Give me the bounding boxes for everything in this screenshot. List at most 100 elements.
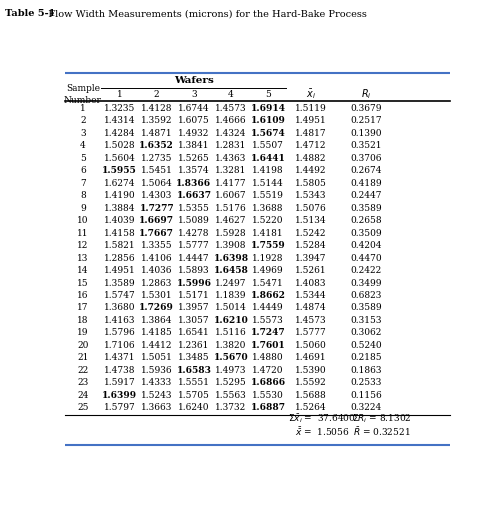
Text: 1.6398: 1.6398: [213, 253, 248, 263]
Text: 1.5295: 1.5295: [215, 378, 246, 387]
Text: 1.5996: 1.5996: [176, 279, 211, 287]
Text: 1.5796: 1.5796: [104, 328, 135, 338]
Text: 25: 25: [77, 403, 88, 412]
Text: Wafers: Wafers: [173, 76, 213, 85]
Text: 5: 5: [80, 154, 86, 163]
Text: 1.4871: 1.4871: [141, 129, 172, 138]
Text: 1.3680: 1.3680: [104, 304, 135, 312]
Text: 1.4303: 1.4303: [141, 191, 172, 200]
Text: 0.2422: 0.2422: [350, 266, 381, 275]
Text: 20: 20: [77, 341, 88, 350]
Text: 1.4817: 1.4817: [295, 129, 326, 138]
Text: 1.5928: 1.5928: [215, 229, 246, 238]
Text: 1.3589: 1.3589: [104, 279, 135, 287]
Text: 1.3841: 1.3841: [178, 142, 209, 150]
Text: 3: 3: [191, 90, 196, 99]
Text: 1: 1: [116, 90, 122, 99]
Text: 1.4880: 1.4880: [252, 353, 283, 362]
Text: 19: 19: [77, 328, 88, 338]
Text: 1.4158: 1.4158: [104, 229, 135, 238]
Text: 1.4738: 1.4738: [104, 366, 135, 375]
Text: 1.6240: 1.6240: [178, 403, 209, 412]
Text: 1.3592: 1.3592: [141, 116, 172, 126]
Text: 1.6866: 1.6866: [250, 378, 285, 387]
Text: 1.4951: 1.4951: [294, 116, 326, 126]
Text: 1.3688: 1.3688: [252, 204, 283, 213]
Text: 0.3589: 0.3589: [350, 304, 381, 312]
Text: 1.8662: 1.8662: [250, 291, 285, 300]
Text: 1.5451: 1.5451: [140, 166, 172, 175]
Text: 18: 18: [77, 316, 88, 325]
Text: 1.4449: 1.4449: [252, 304, 283, 312]
Text: 1.4163: 1.4163: [104, 316, 135, 325]
Text: 1.4932: 1.4932: [178, 129, 209, 138]
Text: 1.3355: 1.3355: [141, 241, 172, 250]
Text: 1.4874: 1.4874: [295, 304, 326, 312]
Text: 0.2674: 0.2674: [350, 166, 381, 175]
Text: 1.5028: 1.5028: [104, 142, 135, 150]
Text: 1.6697: 1.6697: [139, 216, 174, 225]
Text: 15: 15: [77, 279, 88, 287]
Text: 0.2185: 0.2185: [350, 353, 381, 362]
Text: 1.5176: 1.5176: [215, 204, 246, 213]
Text: 1.5171: 1.5171: [178, 291, 209, 300]
Text: 1.4447: 1.4447: [178, 253, 209, 263]
Text: 1.4492: 1.4492: [295, 166, 326, 175]
Text: 1.6441: 1.6441: [250, 154, 285, 163]
Text: 1.4284: 1.4284: [104, 129, 135, 138]
Text: 1.6109: 1.6109: [250, 116, 285, 126]
Text: 16: 16: [77, 291, 88, 300]
Text: 0.1863: 0.1863: [350, 366, 381, 375]
Text: 1.3947: 1.3947: [295, 253, 326, 263]
Text: 1.3235: 1.3235: [104, 104, 135, 113]
Text: 24: 24: [77, 391, 88, 400]
Text: 1.3732: 1.3732: [215, 403, 246, 412]
Text: 1.5343: 1.5343: [295, 191, 326, 200]
Text: 1.4371: 1.4371: [104, 353, 135, 362]
Text: 12: 12: [77, 241, 88, 250]
Text: 1.5821: 1.5821: [104, 241, 135, 250]
Text: 1.5674: 1.5674: [250, 129, 285, 138]
Text: 1.4969: 1.4969: [252, 266, 283, 275]
Text: 1.5893: 1.5893: [178, 266, 209, 275]
Text: 1.5119: 1.5119: [294, 104, 326, 113]
Text: 1.7559: 1.7559: [250, 241, 285, 250]
Text: 1.5705: 1.5705: [177, 391, 209, 400]
Text: 1.3574: 1.3574: [178, 166, 209, 175]
Text: 1.4185: 1.4185: [141, 328, 172, 338]
Text: 14: 14: [77, 266, 88, 275]
Text: 0.2533: 0.2533: [350, 378, 381, 387]
Text: 1.5747: 1.5747: [104, 291, 135, 300]
Text: Table 5-1: Table 5-1: [5, 9, 55, 18]
Text: 0.3589: 0.3589: [350, 204, 381, 213]
Text: 1.5301: 1.5301: [141, 291, 172, 300]
Text: 0.2658: 0.2658: [350, 216, 381, 225]
Text: 1.6399: 1.6399: [102, 391, 137, 400]
Text: 1.2856: 1.2856: [104, 253, 135, 263]
Text: 1.4951: 1.4951: [104, 266, 135, 275]
Text: 1.4882: 1.4882: [295, 154, 326, 163]
Text: 2: 2: [154, 90, 159, 99]
Text: 23: 23: [77, 378, 88, 387]
Text: $R_i$: $R_i$: [360, 88, 371, 102]
Text: 0.3062: 0.3062: [350, 328, 381, 338]
Text: 7: 7: [80, 179, 86, 188]
Text: 0.3679: 0.3679: [350, 104, 381, 113]
Text: 1.1928: 1.1928: [252, 253, 283, 263]
Text: 1.3957: 1.3957: [178, 304, 209, 312]
Text: 1.4036: 1.4036: [141, 266, 172, 275]
Text: 1.4181: 1.4181: [252, 229, 283, 238]
Text: 1.7667: 1.7667: [139, 229, 174, 238]
Text: 1.5076: 1.5076: [294, 204, 326, 213]
Text: 1.5797: 1.5797: [104, 403, 135, 412]
Text: 1.5777: 1.5777: [294, 328, 326, 338]
Text: 1.4573: 1.4573: [215, 104, 246, 113]
Text: 2: 2: [80, 116, 86, 126]
Text: 1.5134: 1.5134: [295, 216, 326, 225]
Text: 1.5551: 1.5551: [177, 378, 209, 387]
Text: Sample
Number: Sample Number: [64, 85, 102, 105]
Text: 5: 5: [265, 90, 271, 99]
Text: 3: 3: [80, 129, 86, 138]
Text: 1.7106: 1.7106: [104, 341, 135, 350]
Text: 1.5144: 1.5144: [252, 179, 283, 188]
